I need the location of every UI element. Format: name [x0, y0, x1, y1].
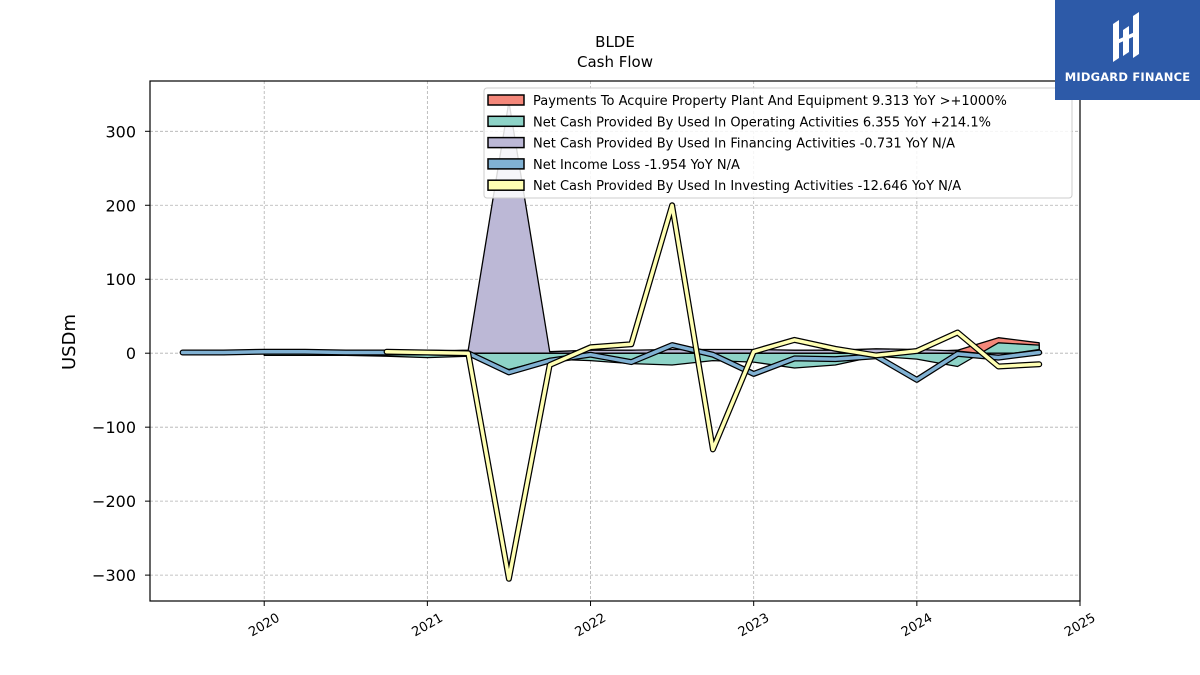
- legend-swatch: [487, 94, 525, 106]
- y-tick-label: 200: [105, 196, 136, 215]
- y-axis-label: USDm: [59, 314, 80, 370]
- y-tick-label: 100: [105, 270, 136, 289]
- x-tick-label: 2023: [736, 611, 772, 641]
- logo-mark-icon: [1113, 12, 1139, 62]
- logo-text: MIDGARD FINANCE: [1064, 70, 1191, 84]
- chart-subtitle: Cash Flow: [577, 53, 653, 71]
- line-series: [179, 202, 1043, 582]
- y-tick-label: 0: [126, 344, 136, 363]
- plot-frame: [149, 80, 1081, 602]
- y-tick-label: 300: [105, 122, 136, 141]
- legend-swatch: [487, 136, 525, 149]
- axis-ticks: −300 −200 −100 0 100 200 300 2020 2021 2022 2023 20…: [92, 122, 1098, 640]
- legend-box: [483, 87, 1073, 199]
- midgard-finance-logo: MIDGARD FINANCE: [1055, 0, 1200, 100]
- legend-label: Payments To Acquire Property Plant And E…: [533, 94, 1007, 109]
- y-tick-label: −100: [92, 418, 136, 437]
- y-tick-label: −200: [92, 492, 136, 511]
- legend-label: Net Cash Provided By Used In Financing A…: [533, 137, 955, 152]
- x-tick-label: 2025: [1062, 611, 1098, 641]
- x-tick-label: 2024: [899, 611, 935, 641]
- x-tick-label: 2021: [410, 611, 446, 641]
- legend-label: Net Cash Provided By Used In Investing A…: [533, 179, 961, 194]
- legend-swatch: [487, 115, 525, 128]
- legend-swatch: [487, 158, 525, 170]
- legend-label: Net Income Loss -1.954 YoY N/A: [533, 158, 740, 173]
- x-tick-label: 2022: [573, 611, 609, 641]
- chart-title: BLDE: [595, 33, 635, 51]
- legend-label: Net Cash Provided By Used In Operating A…: [533, 115, 991, 130]
- legend-swatch: [487, 179, 525, 191]
- line-net-cash-provided-by-used-in-investing-activities: [384, 203, 1041, 581]
- y-tick-label: −300: [92, 566, 136, 585]
- legend: Payments To Acquire Property Plant And E…: [483, 87, 1073, 199]
- x-tick-label: 2020: [246, 611, 282, 641]
- line-net-income-loss: [180, 343, 1041, 382]
